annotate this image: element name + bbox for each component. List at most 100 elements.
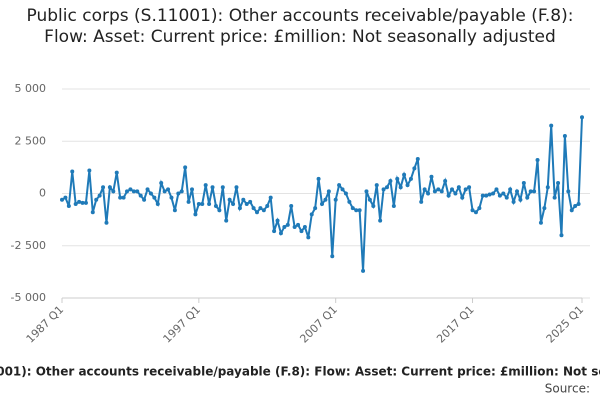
data-point [255,210,259,215]
data-point [237,206,242,211]
data-point [83,200,88,205]
x-axis-label: Public corps (S.11001): Other accounts r… [0,365,600,379]
data-point [77,199,82,204]
data-point [248,199,253,204]
data-point [169,195,174,200]
data-point [391,204,396,209]
data-point [135,189,140,194]
y-tick-label: 0 [39,187,46,200]
data-point [343,191,348,196]
data-point [97,193,102,198]
data-point [422,187,427,192]
data-point [145,187,150,192]
data-point [306,235,311,240]
data-point [213,204,218,209]
data-point [278,231,283,236]
data-point [155,201,160,206]
data-point [439,189,444,194]
data-point [299,229,304,234]
data-point [203,183,208,188]
data-point [412,166,417,171]
data-point [190,187,194,192]
data-point [309,212,314,217]
data-point [429,174,434,179]
data-point [183,165,188,170]
data-point [330,254,335,259]
data-point [289,204,294,209]
data-point [337,183,342,188]
data-point [186,199,191,204]
data-point [217,208,222,213]
data-point [354,208,359,213]
data-point [90,210,95,215]
data-point [73,201,78,206]
chart-title: Public corps (S.11001): Other accounts r… [26,6,574,47]
data-point [326,189,331,194]
data-point [415,157,420,162]
x-tick-label: 1997 Q1 [161,303,204,346]
source: Source: [545,382,590,396]
data-point [521,181,526,186]
data-point [566,189,571,194]
data-point [104,220,109,225]
data-point [562,134,567,139]
data-point [275,218,280,223]
data-point [148,191,153,196]
data-point [467,185,472,190]
data-point [388,178,393,183]
data-point [432,189,437,194]
data-point [241,197,246,202]
data-point [538,220,543,225]
data-point [302,224,307,229]
data-point [480,193,485,198]
data-point [121,195,126,200]
data-point [227,197,232,202]
data-point [193,212,198,217]
data-point [80,200,85,205]
data-point [251,206,256,211]
data-point [364,189,369,194]
data-point [244,201,249,206]
x-tick-label: 1987 Q1 [24,303,67,346]
data-point [456,185,461,190]
data-point [234,185,239,190]
data-point [504,195,509,200]
data-point [350,206,355,211]
y-tick-label: 5 000 [15,82,47,95]
data-point [463,187,468,192]
data-point [357,208,362,213]
data-point [511,199,516,204]
data-point [159,181,164,186]
data-point [484,193,489,198]
data-point [460,195,465,200]
data-point [361,268,366,273]
data-point [268,195,273,200]
data-point [395,176,400,181]
data-point [333,197,338,202]
data-point [125,189,129,194]
data-point [107,185,112,190]
data-point [87,168,92,173]
data-point [580,115,584,120]
y-tick-label: 2 500 [15,134,47,147]
data-point [443,178,448,183]
data-point [378,218,383,223]
data-point [508,187,513,192]
data-point [162,189,167,194]
data-point [491,191,496,196]
data-point [128,187,133,192]
data-point [114,170,119,175]
data-point [316,176,321,181]
data-point [200,201,205,206]
data-point [398,185,403,190]
data-point [494,187,499,192]
data-point [176,191,181,196]
data-point [525,195,530,200]
data-point [131,189,136,194]
data-point [470,208,475,213]
data-point [231,201,236,206]
data-point [94,197,99,202]
data-point [220,185,225,190]
